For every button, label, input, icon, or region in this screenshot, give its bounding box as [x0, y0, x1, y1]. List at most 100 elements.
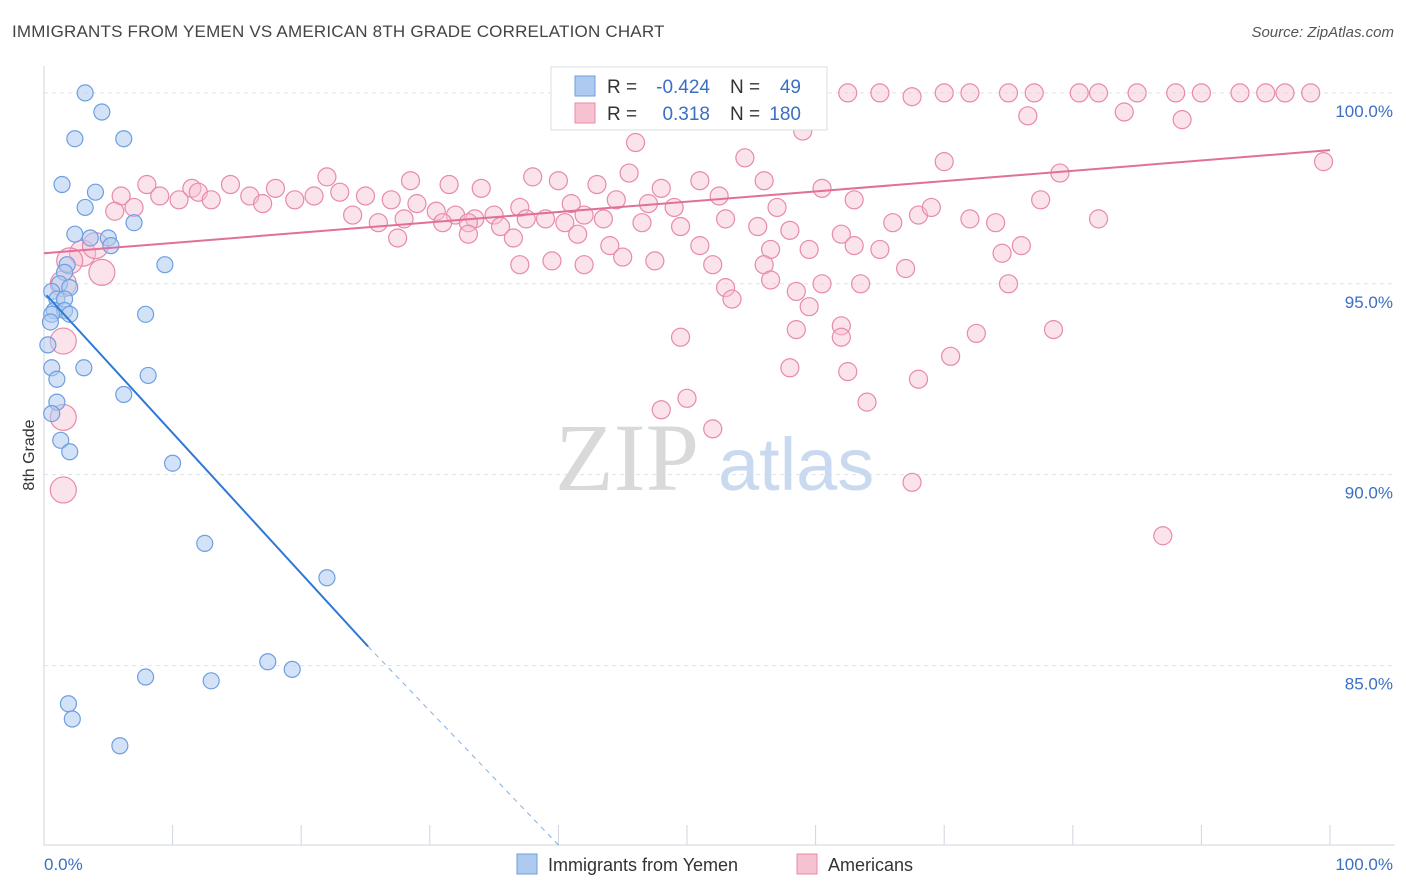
- americans-point-57: [484, 205, 504, 225]
- americans-point-24: [619, 163, 639, 183]
- americans-point-110: [760, 270, 781, 290]
- bottom-legend: Immigrants from Yemen Americans: [516, 853, 913, 875]
- yemen-trend-extension: [367, 646, 559, 846]
- yemen-point-39: [259, 653, 277, 671]
- americans-point-69: [921, 197, 941, 218]
- y-tick-label-0: 100.0%: [1335, 102, 1393, 121]
- americans-point-121: [1043, 320, 1064, 340]
- americans-point-36: [317, 167, 337, 187]
- americans-point-71: [1088, 209, 1109, 229]
- americans-point-38: [220, 174, 241, 195]
- watermark-zip: ZIP: [555, 404, 699, 511]
- americans-point-90: [388, 228, 408, 248]
- americans-point-79: [555, 213, 575, 233]
- americans-point-89: [986, 213, 1006, 233]
- americans-point-125: [838, 362, 858, 382]
- americans-point-83: [715, 209, 736, 229]
- americans-point-2: [960, 83, 980, 103]
- americans-point-66: [767, 197, 787, 218]
- x-tick-label-0: 0.0%: [44, 855, 83, 874]
- americans-point-45: [201, 190, 221, 210]
- legend-box: [550, 66, 828, 131]
- americans-point-106: [645, 251, 665, 271]
- americans-point-58: [510, 197, 530, 218]
- americans-point-115: [812, 274, 832, 294]
- americans-point-130: [857, 392, 877, 412]
- x-tick-label-1: 100.0%: [1335, 855, 1393, 874]
- yemen-point-40: [283, 660, 301, 678]
- americans-point-49: [304, 186, 324, 206]
- americans-point-134: [49, 476, 77, 504]
- americans-point-113: [715, 278, 736, 298]
- americans-point-117: [799, 297, 819, 317]
- yemen-point-35: [61, 443, 79, 461]
- americans-point-4: [1024, 83, 1044, 103]
- yemen-point-25: [41, 313, 60, 331]
- legend-r-value-1: -0.424: [656, 77, 710, 98]
- americans-point-54: [426, 201, 446, 221]
- americans-point-126: [908, 369, 929, 389]
- americans-trend-line: [43, 149, 1331, 255]
- americans-point-51: [355, 186, 376, 206]
- americans-point-60: [561, 194, 581, 214]
- legend-n-value-1: 49: [780, 77, 801, 98]
- bottom-legend-label-yemen: Immigrants from Yemen: [548, 855, 738, 875]
- americans-point-34: [439, 174, 459, 195]
- americans-point-85: [780, 220, 800, 240]
- americans-point-6: [1088, 83, 1109, 103]
- americans-point-133: [1153, 526, 1173, 546]
- watermark-atlas: atlas: [718, 423, 874, 506]
- americans-point-5: [1069, 83, 1089, 103]
- americans-point-73: [368, 213, 388, 233]
- yemen-point-29: [139, 366, 157, 385]
- legend-swatch-americans: [574, 102, 596, 124]
- americans-point-80: [593, 209, 614, 229]
- legend: R = -0.424 N = 49 R = 0.318 N = 180: [550, 66, 828, 131]
- americans-point-127: [941, 346, 961, 366]
- source-label: Source: ZipAtlas.com: [1251, 24, 1394, 41]
- americans-point-107: [703, 255, 723, 275]
- americans-point-104: [510, 255, 530, 275]
- americans-point-95: [690, 236, 710, 256]
- americans-point-84: [748, 216, 768, 237]
- legend-n-label-1: N =: [730, 77, 760, 98]
- watermark: ZIP atlas: [555, 404, 874, 511]
- americans-point-15: [902, 87, 922, 107]
- yemen-point-36: [164, 454, 182, 472]
- legend-r-value-2: 0.318: [662, 104, 710, 125]
- americans-point-16: [1114, 102, 1134, 122]
- americans-point-105: [574, 255, 594, 275]
- americans-point-40: [137, 174, 157, 195]
- americans-point-42: [150, 186, 170, 206]
- yemen-point-9: [81, 229, 99, 247]
- americans-point-93: [568, 224, 588, 244]
- yemen-point-4: [53, 175, 71, 194]
- americans-point-82: [670, 216, 691, 237]
- americans-point-120: [966, 323, 986, 344]
- americans-point-17: [1172, 110, 1192, 130]
- yemen-point-43: [59, 695, 78, 713]
- americans-point-65: [709, 186, 729, 206]
- americans-point-3: [998, 83, 1019, 103]
- americans-point-11: [1256, 83, 1276, 103]
- americans-point-140: [105, 201, 125, 221]
- americans-point-28: [690, 171, 710, 191]
- yemen-point-0: [76, 84, 94, 102]
- americans-point-31: [812, 178, 832, 198]
- y-tick-label-1: 95.0%: [1345, 293, 1393, 312]
- americans-point-100: [992, 243, 1012, 263]
- americans-point-22: [934, 152, 954, 172]
- americans-point-98: [844, 236, 864, 256]
- americans-point-123: [670, 327, 691, 347]
- americans-point-103: [613, 247, 633, 267]
- americans-point-72: [343, 205, 363, 225]
- americans-point-29: [754, 171, 774, 191]
- americans-point-91: [458, 224, 478, 244]
- y-tick-labels: 100.0% 95.0% 90.0% 85.0%: [1335, 102, 1393, 694]
- americans-point-14: [838, 83, 858, 103]
- americans-point-8: [1166, 83, 1186, 103]
- yemen-points: [39, 84, 336, 755]
- americans-point-131: [703, 419, 723, 439]
- bottom-legend-swatch-yemen: [516, 853, 538, 875]
